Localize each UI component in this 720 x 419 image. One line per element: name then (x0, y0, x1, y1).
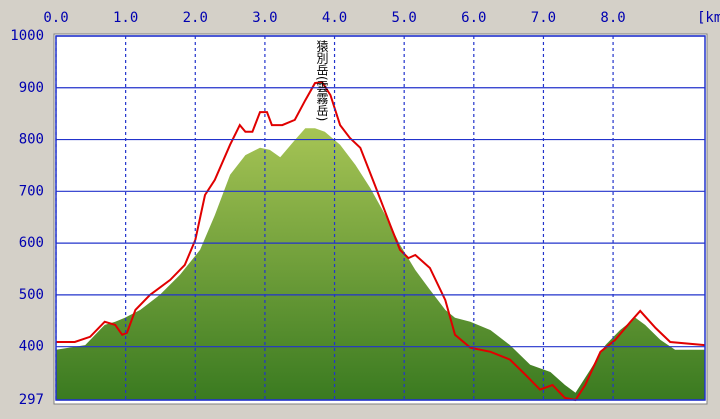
y-tick-label: 400 (19, 339, 44, 355)
y-tick-label: 900 (19, 80, 44, 96)
x-tick-label: 7.0 (531, 10, 556, 26)
y-tick-label: 297 (19, 392, 44, 408)
y-tick-label: 700 (19, 183, 44, 199)
x-tick-label: 3.0 (252, 10, 277, 26)
y-tick-label: 500 (19, 287, 44, 303)
x-tick-label: 2.0 (183, 10, 208, 26)
x-tick-label: 6.0 (461, 10, 486, 26)
summit-annotation: 猿別岳(雲霧岳) (315, 39, 329, 122)
x-tick-label: 0.0 (43, 10, 68, 26)
track-line (56, 81, 706, 402)
y-tick-label: 800 (19, 132, 44, 148)
x-unit: [km (697, 10, 720, 26)
y-tick-label: 1000 (10, 28, 44, 44)
terrain-area (56, 128, 705, 400)
x-tick-label: 8.0 (600, 10, 625, 26)
y-tick-label: 600 (19, 235, 44, 251)
x-tick-label: 5.0 (392, 10, 417, 26)
x-tick-label: 1.0 (113, 10, 138, 26)
x-tick-label: 4.0 (322, 10, 347, 26)
plot-border (55, 35, 706, 401)
